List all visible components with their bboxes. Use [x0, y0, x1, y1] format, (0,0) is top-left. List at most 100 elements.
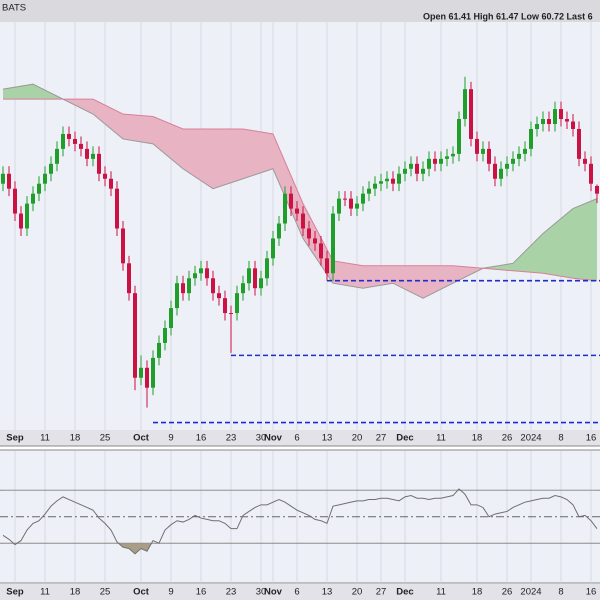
x-tick-label: 18: [472, 433, 483, 444]
candle-body: [499, 168, 503, 179]
x-tick-label: 25: [100, 433, 111, 444]
candle-body: [331, 213, 335, 274]
candle-body: [577, 128, 581, 159]
cloud-segment: [453, 265, 483, 284]
candle-body: [427, 158, 431, 169]
candle-body: [295, 208, 299, 214]
x-tick-label: 30: [256, 587, 267, 598]
candle-body: [241, 283, 245, 294]
candle-body: [7, 173, 11, 189]
x-tick-label: 16: [586, 587, 597, 598]
candle-body: [199, 268, 203, 274]
candle-body: [481, 148, 485, 154]
candle-body: [85, 148, 89, 159]
candle-body: [289, 193, 293, 209]
x-tick-label: 11: [40, 433, 50, 444]
candle-body: [205, 268, 209, 279]
candle-body: [385, 178, 389, 182]
x-tick-label: Sep: [6, 433, 24, 444]
candle-body: [55, 148, 59, 164]
cloud-segment: [183, 128, 213, 189]
x-tick-label: Dec: [396, 433, 413, 444]
candle-body: [247, 268, 251, 284]
candle-body: [307, 228, 311, 239]
cloud-segment: [423, 265, 453, 299]
candle-body: [73, 138, 77, 144]
candle-body: [445, 156, 449, 159]
x-tick-label: 23: [226, 587, 237, 598]
candle-body: [529, 128, 533, 149]
x-tick-label: 8: [558, 433, 563, 444]
x-tick-label: Dec: [396, 587, 413, 598]
candle-body: [343, 198, 347, 200]
candle-body: [127, 263, 131, 294]
candle-body: [187, 278, 191, 294]
candle-body: [103, 173, 107, 179]
candle-body: [157, 342, 161, 358]
x-tick-label: 20: [352, 587, 363, 598]
candle-body: [235, 293, 239, 314]
candle-body: [565, 119, 569, 122]
x-tick-label: 18: [70, 587, 81, 598]
x-tick-label: 9: [168, 587, 173, 598]
cloud-segment: [543, 208, 573, 279]
candle-body: [583, 158, 587, 164]
cloud-span: [3, 98, 598, 282]
candle-body: [211, 278, 215, 294]
candle-body: [283, 193, 287, 224]
candle-body: [193, 273, 197, 279]
candle-body: [403, 168, 407, 174]
candle-body: [175, 283, 179, 309]
candle-body: [541, 119, 545, 124]
candle-body: [121, 228, 125, 264]
candle-body: [145, 367, 149, 388]
x-tick-label: 16: [196, 587, 207, 598]
candle-body: [109, 178, 113, 189]
candle-body: [367, 188, 371, 194]
source-label: BATS: [2, 3, 26, 14]
candle-body: [559, 109, 563, 120]
x-axis-band: [0, 430, 600, 446]
candle-body: [151, 357, 155, 388]
candle-body: [115, 188, 119, 229]
candle-body: [433, 158, 437, 164]
x-tick-label: 27: [376, 587, 387, 598]
candle-body: [67, 133, 71, 139]
x-tick-label: 13: [322, 433, 333, 444]
candle-body: [391, 178, 395, 184]
candle-body: [271, 238, 275, 259]
x-tick-label: 30: [256, 433, 267, 444]
x-tick-label: 6: [294, 433, 299, 444]
candle-body: [373, 183, 377, 189]
candle-body: [223, 298, 227, 314]
candle-body: [415, 163, 419, 174]
candle-body: [31, 193, 35, 204]
candle-body: [571, 121, 575, 129]
cloud-segment: [363, 265, 393, 289]
candle-body: [505, 163, 509, 169]
candle-body: [457, 119, 461, 154]
candle-body: [181, 283, 185, 294]
candle-body: [397, 173, 401, 184]
x-tick-label: 16: [586, 433, 597, 444]
candle-body: [253, 268, 257, 289]
x-tick-label: 11: [40, 587, 50, 598]
candle-body: [355, 203, 359, 209]
quote-label: Open 61.41 High 61.47 Low 60.72 Last 6: [423, 11, 593, 21]
x-axis-band: [0, 584, 600, 600]
x-tick-label: Nov: [264, 587, 283, 598]
candle-body: [139, 367, 143, 378]
candle-body: [19, 213, 23, 229]
candle-body: [349, 198, 353, 209]
cloud-segment: [153, 116, 183, 169]
x-tick-label: Oct: [133, 587, 150, 598]
candle-body: [469, 89, 473, 139]
candle-body: [409, 163, 413, 169]
candle-body: [169, 308, 173, 328]
x-tick-label: Nov: [264, 433, 283, 444]
x-tick-label: 18: [472, 587, 483, 598]
x-tick-label: 18: [70, 433, 81, 444]
candle-body: [61, 133, 65, 149]
x-tick-label: 16: [196, 433, 207, 444]
